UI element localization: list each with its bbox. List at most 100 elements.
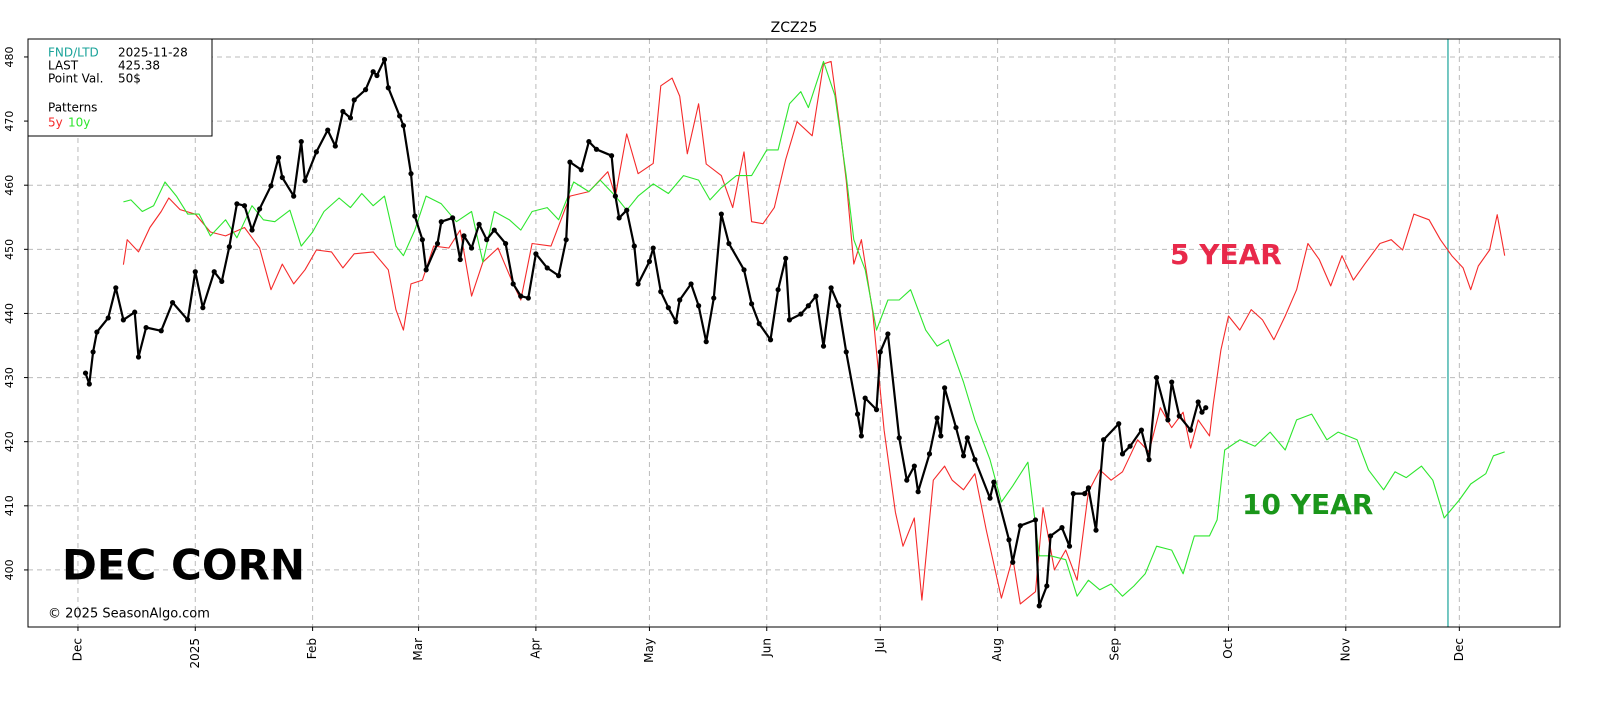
point xyxy=(934,415,940,421)
point xyxy=(325,127,331,133)
info-value: 2025-11-28 xyxy=(118,46,188,60)
point xyxy=(468,245,475,251)
point xyxy=(991,479,997,485)
plot-frame xyxy=(27,38,1561,628)
y-tick-label: 480 xyxy=(3,46,16,67)
point xyxy=(635,281,641,287)
point xyxy=(904,477,910,483)
point xyxy=(419,237,425,243)
legend-entry: 5y xyxy=(48,116,63,130)
point xyxy=(1176,413,1182,419)
point xyxy=(873,407,880,413)
point xyxy=(525,295,531,301)
point xyxy=(94,329,100,335)
info-frame xyxy=(27,38,213,137)
point xyxy=(200,305,206,311)
point xyxy=(82,370,89,376)
point xyxy=(756,321,762,327)
x-tick-label: Oct xyxy=(1221,638,1235,659)
point xyxy=(132,309,138,315)
point xyxy=(332,143,338,149)
point xyxy=(234,201,240,207)
y-tick-label: 400 xyxy=(3,559,16,580)
point xyxy=(586,138,592,145)
chart-title: ZCZ25 xyxy=(771,20,818,36)
point xyxy=(347,115,354,121)
point xyxy=(862,395,868,401)
point xyxy=(143,324,149,331)
point xyxy=(1203,405,1209,411)
y-tick-label: 420 xyxy=(3,431,16,452)
point xyxy=(1070,491,1076,497)
point xyxy=(726,240,732,247)
info-key: FND/LTD xyxy=(48,46,99,60)
point xyxy=(665,305,671,311)
point xyxy=(612,193,618,199)
y-tick-label: 410 xyxy=(3,495,16,516)
annotation: 5 YEAR xyxy=(1170,238,1282,271)
point xyxy=(616,215,622,221)
point xyxy=(915,489,921,495)
point xyxy=(688,281,694,287)
point xyxy=(298,138,304,145)
point xyxy=(113,285,119,291)
info-key: LAST xyxy=(48,59,79,73)
point xyxy=(1017,523,1023,529)
point xyxy=(711,295,717,301)
point xyxy=(412,213,418,219)
point xyxy=(241,203,248,209)
point xyxy=(105,315,111,321)
point xyxy=(476,221,482,227)
point xyxy=(1066,543,1073,549)
point xyxy=(491,227,497,233)
point xyxy=(942,385,948,391)
point xyxy=(813,293,819,299)
annotation: 10 YEAR xyxy=(1242,488,1373,521)
point xyxy=(1165,417,1171,423)
point xyxy=(578,167,584,173)
y-tick-label: 430 xyxy=(3,367,16,388)
point xyxy=(226,244,232,250)
point xyxy=(658,289,664,295)
point xyxy=(1082,491,1088,497)
point xyxy=(275,155,282,161)
info-value: 425.38 xyxy=(118,59,160,73)
point xyxy=(563,237,569,243)
x-tick-label: 2025 xyxy=(188,638,202,669)
point xyxy=(340,108,346,115)
point xyxy=(646,258,653,265)
legend-entry: 10y xyxy=(68,116,90,130)
point xyxy=(86,381,92,387)
x-tick-label: Nov xyxy=(1338,638,1352,661)
y-tick-label: 450 xyxy=(3,239,16,260)
x-tick-label: May xyxy=(642,638,656,663)
point xyxy=(1119,451,1126,457)
point xyxy=(1032,517,1039,523)
info-value: 50$ xyxy=(118,72,141,86)
point xyxy=(1047,533,1054,539)
copyright: © 2025 SeasonAlgo.com xyxy=(48,607,210,622)
point xyxy=(960,453,967,459)
point xyxy=(135,354,142,360)
point xyxy=(362,87,369,93)
point xyxy=(775,287,781,293)
grid: 400 410 420 430 440 450 460 470 480 Dec 2025 Feb Mar… xyxy=(3,39,1560,669)
point xyxy=(741,267,747,273)
point xyxy=(1044,583,1050,589)
point xyxy=(211,269,217,275)
point xyxy=(438,219,444,225)
point xyxy=(158,328,164,334)
point xyxy=(749,301,755,307)
point xyxy=(1116,421,1122,427)
point xyxy=(1127,443,1133,449)
point xyxy=(374,72,380,79)
point xyxy=(767,337,774,343)
point xyxy=(120,317,126,323)
point xyxy=(185,317,191,323)
x-tick-label: Jun xyxy=(759,638,773,658)
point xyxy=(257,206,263,212)
point xyxy=(381,56,388,63)
point xyxy=(703,339,709,345)
series-line xyxy=(123,60,1505,597)
point xyxy=(896,435,902,441)
